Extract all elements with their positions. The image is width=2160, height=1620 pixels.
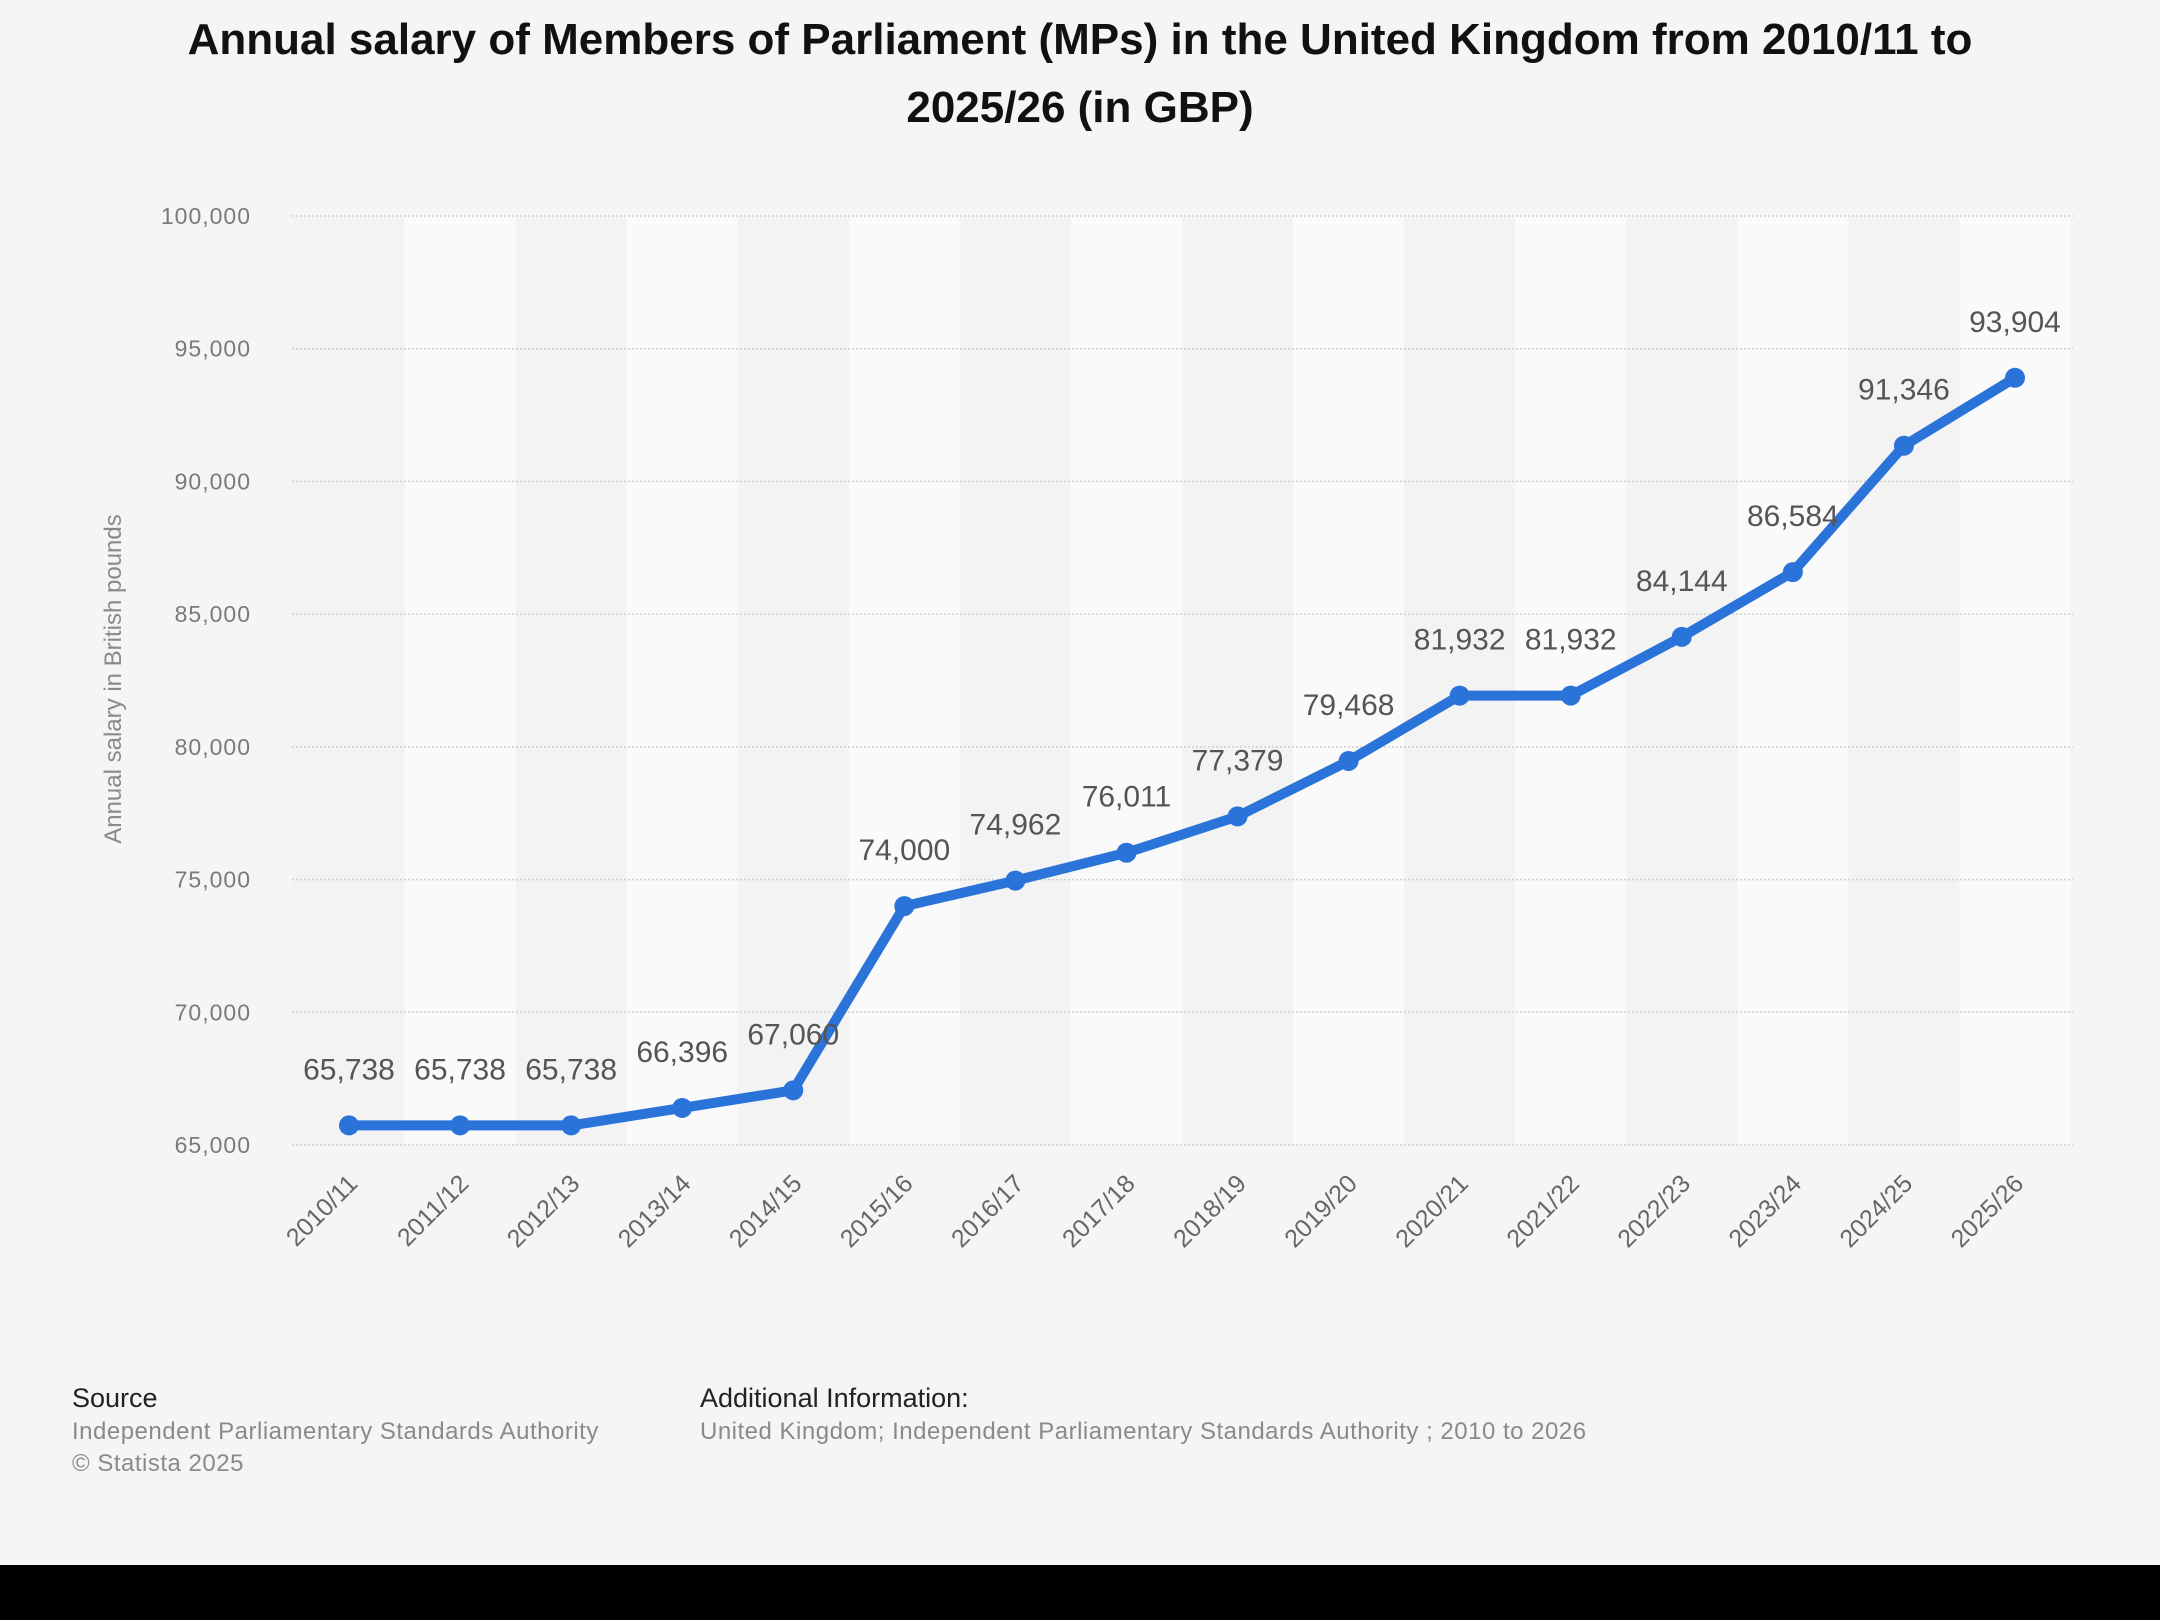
data-label: 77,379 [1192, 744, 1284, 777]
data-point [1560, 685, 1581, 706]
x-tick-label: 2016/17 [946, 1169, 1030, 1253]
data-label: 86,584 [1747, 500, 1839, 533]
data-point [1116, 842, 1137, 863]
y-tick-label: 95,000 [175, 336, 251, 362]
y-tick-label: 90,000 [175, 468, 251, 494]
x-tick-label: 2018/19 [1168, 1169, 1252, 1253]
plot-stripe [626, 216, 738, 1145]
data-label: 84,144 [1636, 565, 1728, 598]
chart-title-line-2: 2025/26 (in GBP) [906, 83, 1254, 132]
data-point [1227, 806, 1248, 827]
data-label: 79,468 [1303, 689, 1395, 722]
x-tick-label: 2019/20 [1279, 1169, 1363, 1253]
data-label: 91,346 [1858, 374, 1950, 407]
y-axis-label: Annual salary in British pounds [100, 514, 127, 844]
plot-stripe [1293, 216, 1405, 1145]
additional-info-heading: Additional Information: [700, 1383, 969, 1413]
data-label: 66,396 [636, 1036, 728, 1069]
gridlines [292, 215, 2073, 1146]
additional-info-text: United Kingdom; Independent Parliamentar… [700, 1418, 1587, 1445]
data-label: 74,962 [970, 809, 1062, 842]
x-tick-label: 2012/13 [502, 1169, 586, 1253]
source-block: Source Independent Parliamentary Standar… [72, 1380, 599, 1480]
data-point [450, 1115, 471, 1136]
data-point [1782, 562, 1803, 583]
plot-stripe [1737, 216, 1849, 1145]
x-tick-label: 2025/26 [1946, 1169, 2030, 1253]
plot-stripe [959, 216, 1071, 1145]
data-point [561, 1115, 582, 1136]
chart-title-line-1: Annual salary of Members of Parliament (… [187, 15, 1973, 64]
plot-stripe [293, 216, 405, 1145]
x-tick-label: 2013/14 [613, 1169, 697, 1253]
plot-stripe [1404, 216, 1516, 1145]
data-label: 81,932 [1525, 624, 1617, 657]
x-tick-label: 2023/24 [1723, 1169, 1807, 1253]
x-tick-label: 2015/16 [835, 1169, 919, 1253]
data-labels: 65,738 65,738 65,738 66,396 67,060 74,000 74,9… [303, 306, 2061, 1087]
data-point [894, 896, 915, 917]
plot-stripe [1070, 216, 1182, 1145]
plot-stripe [848, 216, 960, 1145]
data-point [1005, 870, 1026, 891]
data-label: 81,932 [1414, 624, 1506, 657]
y-tick-label: 65,000 [175, 1132, 251, 1158]
data-label: 65,738 [414, 1053, 506, 1086]
data-point [339, 1115, 359, 1136]
data-label: 93,904 [1969, 306, 2061, 339]
plot-stripe [404, 216, 516, 1145]
x-tick-label: 2011/12 [392, 1169, 474, 1251]
series-line [344, 372, 2020, 1131]
plot-stripe [737, 216, 849, 1145]
data-label: 74,000 [858, 834, 950, 867]
y-tick-label: 70,000 [175, 999, 251, 1025]
data-point [1338, 750, 1359, 771]
series-annual-salary [339, 367, 2025, 1136]
plot-stripe [1182, 216, 1294, 1145]
source-line-1[interactable]: Independent Parliamentary Standards Auth… [72, 1418, 599, 1445]
plot-stripe [1626, 216, 1738, 1145]
line-chart: 65,000 70,000 75,000 80,000 85,000 90,000 95,0… [100, 203, 2073, 1253]
plot-stripe [515, 216, 627, 1145]
data-point [1449, 685, 1470, 706]
y-tick-label: 100,000 [161, 203, 251, 229]
x-axis-ticks: 2010/11 2011/12 2012/13 2013/14 2014/15 2015/… [281, 1169, 2029, 1253]
x-tick-label: 2017/18 [1057, 1169, 1141, 1253]
data-label: 65,738 [525, 1053, 617, 1086]
data-point [2005, 367, 2025, 388]
chart-title: Annual salary of Members of Parliament (… [0, 6, 2160, 142]
x-tick-label: 2020/21 [1390, 1169, 1474, 1253]
y-tick-label: 75,000 [175, 867, 251, 893]
x-tick-label: 2022/23 [1612, 1169, 1696, 1253]
plot-stripe [1959, 216, 2071, 1145]
data-label: 65,738 [303, 1053, 395, 1086]
x-tick-label: 2024/25 [1834, 1169, 1918, 1253]
data-label: 67,060 [747, 1018, 839, 1051]
data-point [783, 1080, 804, 1101]
additional-info-block: Additional Information: United Kingdom; … [700, 1380, 1587, 1448]
source-heading: Source [72, 1383, 158, 1413]
data-label: 76,011 [1082, 781, 1172, 814]
data-point [1893, 435, 1914, 456]
data-point [1671, 626, 1692, 647]
x-tick-label: 2014/15 [724, 1169, 808, 1253]
bottom-black-band [0, 1565, 2160, 1620]
y-tick-label: 80,000 [175, 734, 251, 760]
x-tick-label: 2010/11 [281, 1169, 363, 1251]
y-axis-ticks: 65,000 70,000 75,000 80,000 85,000 90,000 95,0… [161, 203, 251, 1158]
plot-background-stripes [293, 216, 2071, 1145]
y-tick-label: 85,000 [175, 601, 251, 627]
source-line-2: © Statista 2025 [72, 1450, 244, 1477]
x-tick-label: 2021/22 [1501, 1169, 1585, 1253]
plot-stripe [1848, 216, 1960, 1145]
data-point [672, 1097, 693, 1118]
